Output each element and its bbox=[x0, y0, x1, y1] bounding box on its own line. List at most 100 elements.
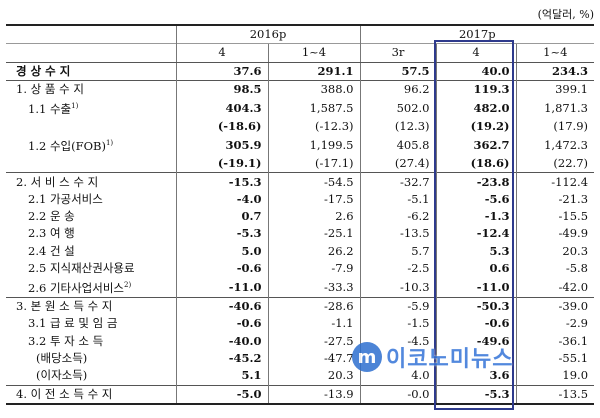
table-row: (-19.1) (-17.1) (27.4) (18.6) (22.7) bbox=[6, 155, 595, 173]
value-cell: -5.0 bbox=[175, 384, 268, 405]
value-cell: 2.6 bbox=[267, 208, 361, 226]
value-cell: -112.4 bbox=[515, 172, 595, 191]
table-row: 1.2 수입(FOB)1) 305.9 1,199.5 405.8 362.7 1,472… bbox=[6, 135, 595, 156]
value-cell: 404.3 bbox=[175, 98, 268, 119]
value-cell: -45.2 bbox=[175, 349, 268, 368]
balance-table: 2016p 2017p 4 1~4 3r 4 1~4 경 상 수 지 37.6 29… bbox=[6, 24, 595, 405]
value-cell: -0.6 bbox=[175, 315, 268, 333]
row-label: 2.5 지식재산권사용료 bbox=[28, 261, 135, 276]
value-cell: 388.0 bbox=[267, 79, 361, 99]
row-label: 2.6 기타사업서비스2) bbox=[28, 281, 132, 296]
value-cell: -55.1 bbox=[515, 349, 595, 368]
year-2016-header: 2016p bbox=[175, 24, 361, 44]
value-cell: -0.6 bbox=[175, 259, 268, 278]
table-row: 2.4 건 설 5.0 26.2 5.7 5.3 20.3 bbox=[6, 242, 595, 260]
value-cell: 19.0 bbox=[515, 367, 595, 386]
value-cell: -4.0 bbox=[175, 190, 268, 209]
value-cell: -2.5 bbox=[359, 259, 437, 278]
value-cell: 1,587.5 bbox=[267, 98, 361, 119]
row-label bbox=[6, 155, 176, 173]
value-cell: -5.1 bbox=[359, 190, 437, 209]
value-cell: -27.5 bbox=[267, 332, 361, 350]
value-cell: 5.0 bbox=[175, 242, 268, 260]
row-label: 3.1 급 료 및 임 금 bbox=[28, 316, 118, 331]
value-cell: 502.0 bbox=[359, 98, 437, 119]
value-cell: -23.8 bbox=[435, 172, 517, 191]
value-cell: 291.1 bbox=[267, 61, 361, 81]
corner-cell bbox=[6, 24, 176, 44]
row-label: 3. 본 원 소 득 수 지 bbox=[6, 297, 176, 316]
value-cell: -42.0 bbox=[515, 277, 595, 298]
value-cell: (12.3) bbox=[359, 118, 437, 136]
value-cell: -5.3 bbox=[175, 225, 268, 243]
value-cell: 40.0 bbox=[435, 61, 517, 81]
value-cell: -5.6 bbox=[435, 190, 517, 209]
row-label: (배당소득) bbox=[36, 351, 88, 366]
value-cell: -25.1 bbox=[267, 225, 361, 243]
value-cell: -0.6 bbox=[435, 315, 517, 333]
value-cell: (-17.1) bbox=[267, 155, 361, 173]
value-cell: 96.2 bbox=[359, 79, 437, 99]
value-cell: -32.7 bbox=[359, 172, 437, 191]
table-row: 2.5 지식재산권사용료 -0.6 -7.9 -2.5 0.6 -5.8 bbox=[6, 259, 595, 278]
value-cell: -1.1 bbox=[267, 315, 361, 333]
value-cell: 119.3 bbox=[435, 79, 517, 99]
value-cell: (19.2) bbox=[435, 118, 517, 136]
watermark-logo-icon: m bbox=[352, 342, 382, 372]
row-label: (이자소득) bbox=[36, 368, 88, 383]
period-header: 1~4 bbox=[267, 43, 361, 63]
value-cell: -13.5 bbox=[359, 225, 437, 243]
value-cell: -49.6 bbox=[435, 332, 517, 350]
value-cell: -7.9 bbox=[267, 259, 361, 278]
value-cell: -40.0 bbox=[175, 332, 268, 350]
value-cell: 1,199.5 bbox=[267, 135, 361, 156]
value-cell: 5.3 bbox=[435, 242, 517, 260]
unit-label: (억달러, %) bbox=[537, 8, 594, 21]
value-cell: -1.3 bbox=[435, 208, 517, 226]
value-cell: 5.7 bbox=[359, 242, 437, 260]
period-header: 1~4 bbox=[515, 43, 595, 63]
value-cell: -5.3 bbox=[435, 384, 517, 405]
row-label: 2.4 건 설 bbox=[28, 243, 75, 258]
value-cell: 362.7 bbox=[435, 135, 517, 156]
value-cell: -36.1 bbox=[515, 332, 595, 350]
value-cell: -5.8 bbox=[515, 259, 595, 278]
value-cell: 20.3 bbox=[267, 367, 361, 386]
table-row: 3. 본 원 소 득 수 지 -40.6 -28.6 -5.9 -50.3 -39.0 bbox=[6, 297, 595, 316]
table-row: 4. 이 전 소 득 수 지 -5.0 -13.9 -0.0 -5.3 -13.5 bbox=[6, 384, 595, 405]
period-header: 4 bbox=[175, 43, 268, 63]
value-cell: -13.5 bbox=[515, 384, 595, 405]
value-cell: (27.4) bbox=[359, 155, 437, 173]
row-label: 경 상 수 지 bbox=[6, 61, 176, 81]
value-cell: 4.0 bbox=[359, 367, 437, 386]
corner-cell bbox=[6, 43, 176, 63]
period-header: 3r bbox=[359, 43, 437, 63]
value-cell: 405.8 bbox=[359, 135, 437, 156]
value-cell: (-12.3) bbox=[267, 118, 361, 136]
row-label: 2. 서 비 스 수 지 bbox=[6, 172, 176, 191]
row-label: 1.1 수출1) bbox=[28, 102, 79, 117]
value-cell: -49.9 bbox=[515, 225, 595, 243]
table-row: 2.6 기타사업서비스2) -11.0 -33.3 -10.3 -11.0 -42.0 bbox=[6, 277, 595, 298]
value-cell: -50.3 bbox=[435, 297, 517, 316]
value-cell: (-19.1) bbox=[175, 155, 268, 173]
table-row: 3.2 투 자 소 득 -40.0 -27.5 -4.5 -49.6 -36.1 bbox=[6, 332, 595, 350]
table-row: 2. 서 비 스 수 지 -15.3 -54.5 -32.7 -23.8 -112.4 bbox=[6, 172, 595, 191]
value-cell: -17.5 bbox=[267, 190, 361, 209]
period-header-row: 4 1~4 3r 4 1~4 bbox=[6, 43, 595, 63]
value-cell: 57.5 bbox=[359, 61, 437, 81]
value-cell: (22.7) bbox=[515, 155, 595, 173]
row-label: 1. 상 품 수 지 bbox=[6, 79, 176, 99]
value-cell bbox=[435, 349, 517, 368]
value-cell: -11.0 bbox=[435, 277, 517, 298]
value-cell: -40.6 bbox=[175, 297, 268, 316]
value-cell: 0.6 bbox=[435, 259, 517, 278]
table-row: 2.1 가공서비스 -4.0 -17.5 -5.1 -5.6 -21.3 bbox=[6, 190, 595, 209]
table-row: 3.1 급 료 및 임 금 -0.6 -1.1 -1.5 -0.6 -2.9 bbox=[6, 315, 595, 333]
value-cell: 98.5 bbox=[175, 79, 268, 99]
value-cell: -21.3 bbox=[515, 190, 595, 209]
value-cell: -15.3 bbox=[175, 172, 268, 191]
value-cell: 234.3 bbox=[515, 61, 595, 81]
value-cell: -6.2 bbox=[359, 208, 437, 226]
value-cell: -2.9 bbox=[515, 315, 595, 333]
